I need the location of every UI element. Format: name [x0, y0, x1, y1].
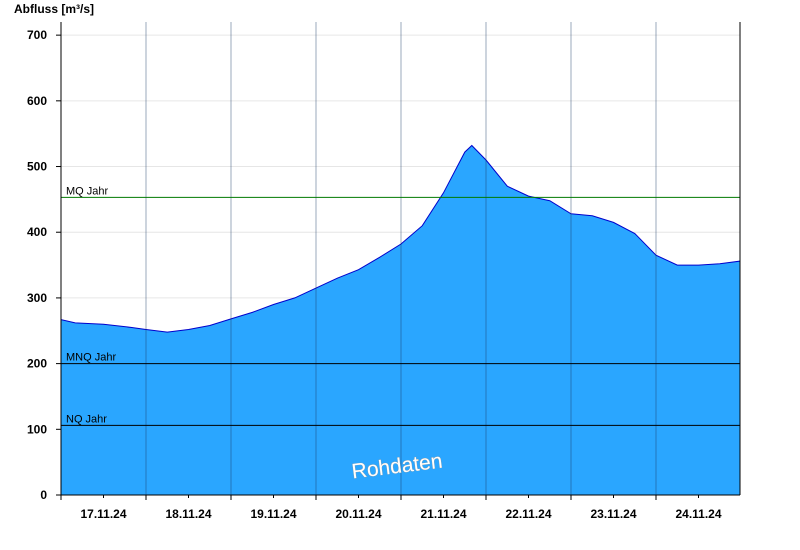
x-tick-label: 23.11.24: [590, 507, 636, 521]
series-area: [60, 144, 741, 495]
x-tick-label: 18.11.24: [165, 507, 211, 521]
x-tick-label: 17.11.24: [80, 507, 126, 521]
x-tick-label: 22.11.24: [505, 507, 551, 521]
series-line: [60, 144, 741, 333]
y-tick-label: 300: [27, 291, 47, 305]
reference-line-label: MQ Jahr: [66, 185, 109, 197]
x-tick-label: 21.11.24: [420, 507, 466, 521]
reference-line-label: NQ Jahr: [66, 413, 107, 425]
y-tick-label: 700: [27, 28, 47, 42]
day-divider-lines: [145, 22, 657, 495]
y-tick-labels: 0 100 200 300 400 500 600 700: [27, 28, 61, 502]
y-tick-label: 0: [40, 488, 47, 502]
y-tick-label: 600: [27, 94, 47, 108]
y-tick-label: 100: [27, 422, 47, 436]
y-axis-label: Abfluss [m³/s]: [14, 2, 94, 16]
y-tick-label: 200: [27, 357, 47, 371]
x-tick-label: 20.11.24: [335, 507, 381, 521]
x-tick-labels: 17.11.24 18.11.24 19.11.24 20.11.24 21.11.24…: [60, 495, 722, 521]
y-tick-label: 400: [27, 225, 47, 239]
y-tick-label: 500: [27, 160, 47, 174]
x-tick-label: 24.11.24: [675, 507, 721, 521]
reference-lines: MQ Jahr MNQ Jahr NQ Jahr: [61, 185, 740, 426]
x-tick-label: 19.11.24: [250, 507, 296, 521]
series-area-fill: [61, 145, 740, 495]
reference-line-label: MNQ Jahr: [66, 352, 116, 364]
